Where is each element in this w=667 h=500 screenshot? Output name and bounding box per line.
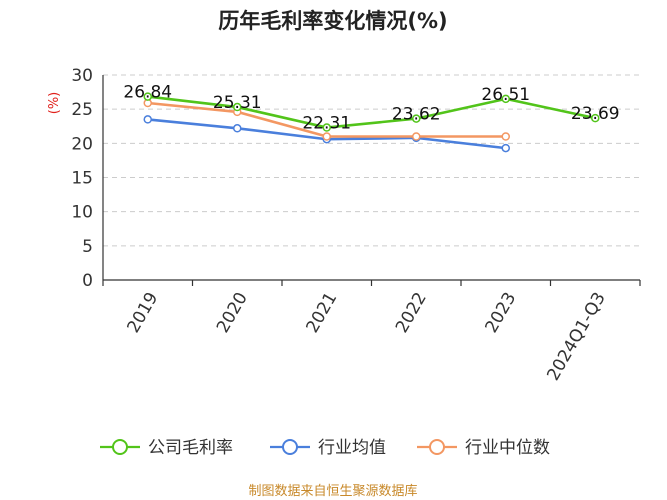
source-note: 制图数据来自恒生聚源数据库 [248,483,417,499]
data-label: 25.31 [213,93,262,113]
y-tick-label: 30 [71,66,93,86]
data-point [143,92,152,101]
data-label: 26.51 [481,85,530,105]
legend-label: 行业均值 [318,438,386,458]
legend-label: 行业中位数 [465,438,550,458]
data-point [501,94,510,104]
data-point [233,124,242,133]
chart-title: 历年毛利率变化情况(%) [218,9,447,33]
x-tick-label: 2019 [123,289,162,336]
data-point [501,143,510,153]
data-label: 26.84 [123,83,172,103]
series-lines [143,92,600,153]
y-tick-label: 0 [82,271,93,291]
data-point [233,102,242,112]
data-point [591,113,600,123]
data-point [322,123,331,132]
y-tick-label: 15 [71,169,93,189]
data-point [322,132,331,141]
legend-marker [282,439,298,455]
x-tick-label: 2023 [481,289,520,336]
legend-marker [429,439,445,455]
y-tick-label: 25 [71,100,93,120]
data-point [412,132,421,141]
legend-label: 公司毛利率 [148,438,233,458]
data-point [143,115,152,124]
data-label: 22.31 [302,114,351,134]
y-tick-label: 20 [71,134,93,154]
data-label: 23.62 [392,105,441,125]
data-label: 23.69 [571,104,620,124]
x-tick-label: 2022 [392,289,431,336]
series-line [147,95,596,129]
x-tick-label: 2021 [302,289,341,336]
data-point [412,114,421,123]
y-tick-label: 10 [71,203,93,223]
y-tick-label: 5 [82,237,93,257]
x-tick-label: 2024Q1-Q3 [543,289,610,384]
data-labels: 26.84 25.31 22.31 23.62 26.51 23.69 [123,83,619,134]
y-axis-unit: (%) [47,92,62,115]
legend-marker [112,439,128,455]
x-tick-label: 2020 [213,289,252,336]
legend: 公司毛利率 行业均值 行业中位数 [100,438,550,458]
axes: 0 5 10 15 20 25 30 2019 2020 2021 2022 2023 2024Q1-Q… [71,66,641,384]
data-point [501,132,510,141]
